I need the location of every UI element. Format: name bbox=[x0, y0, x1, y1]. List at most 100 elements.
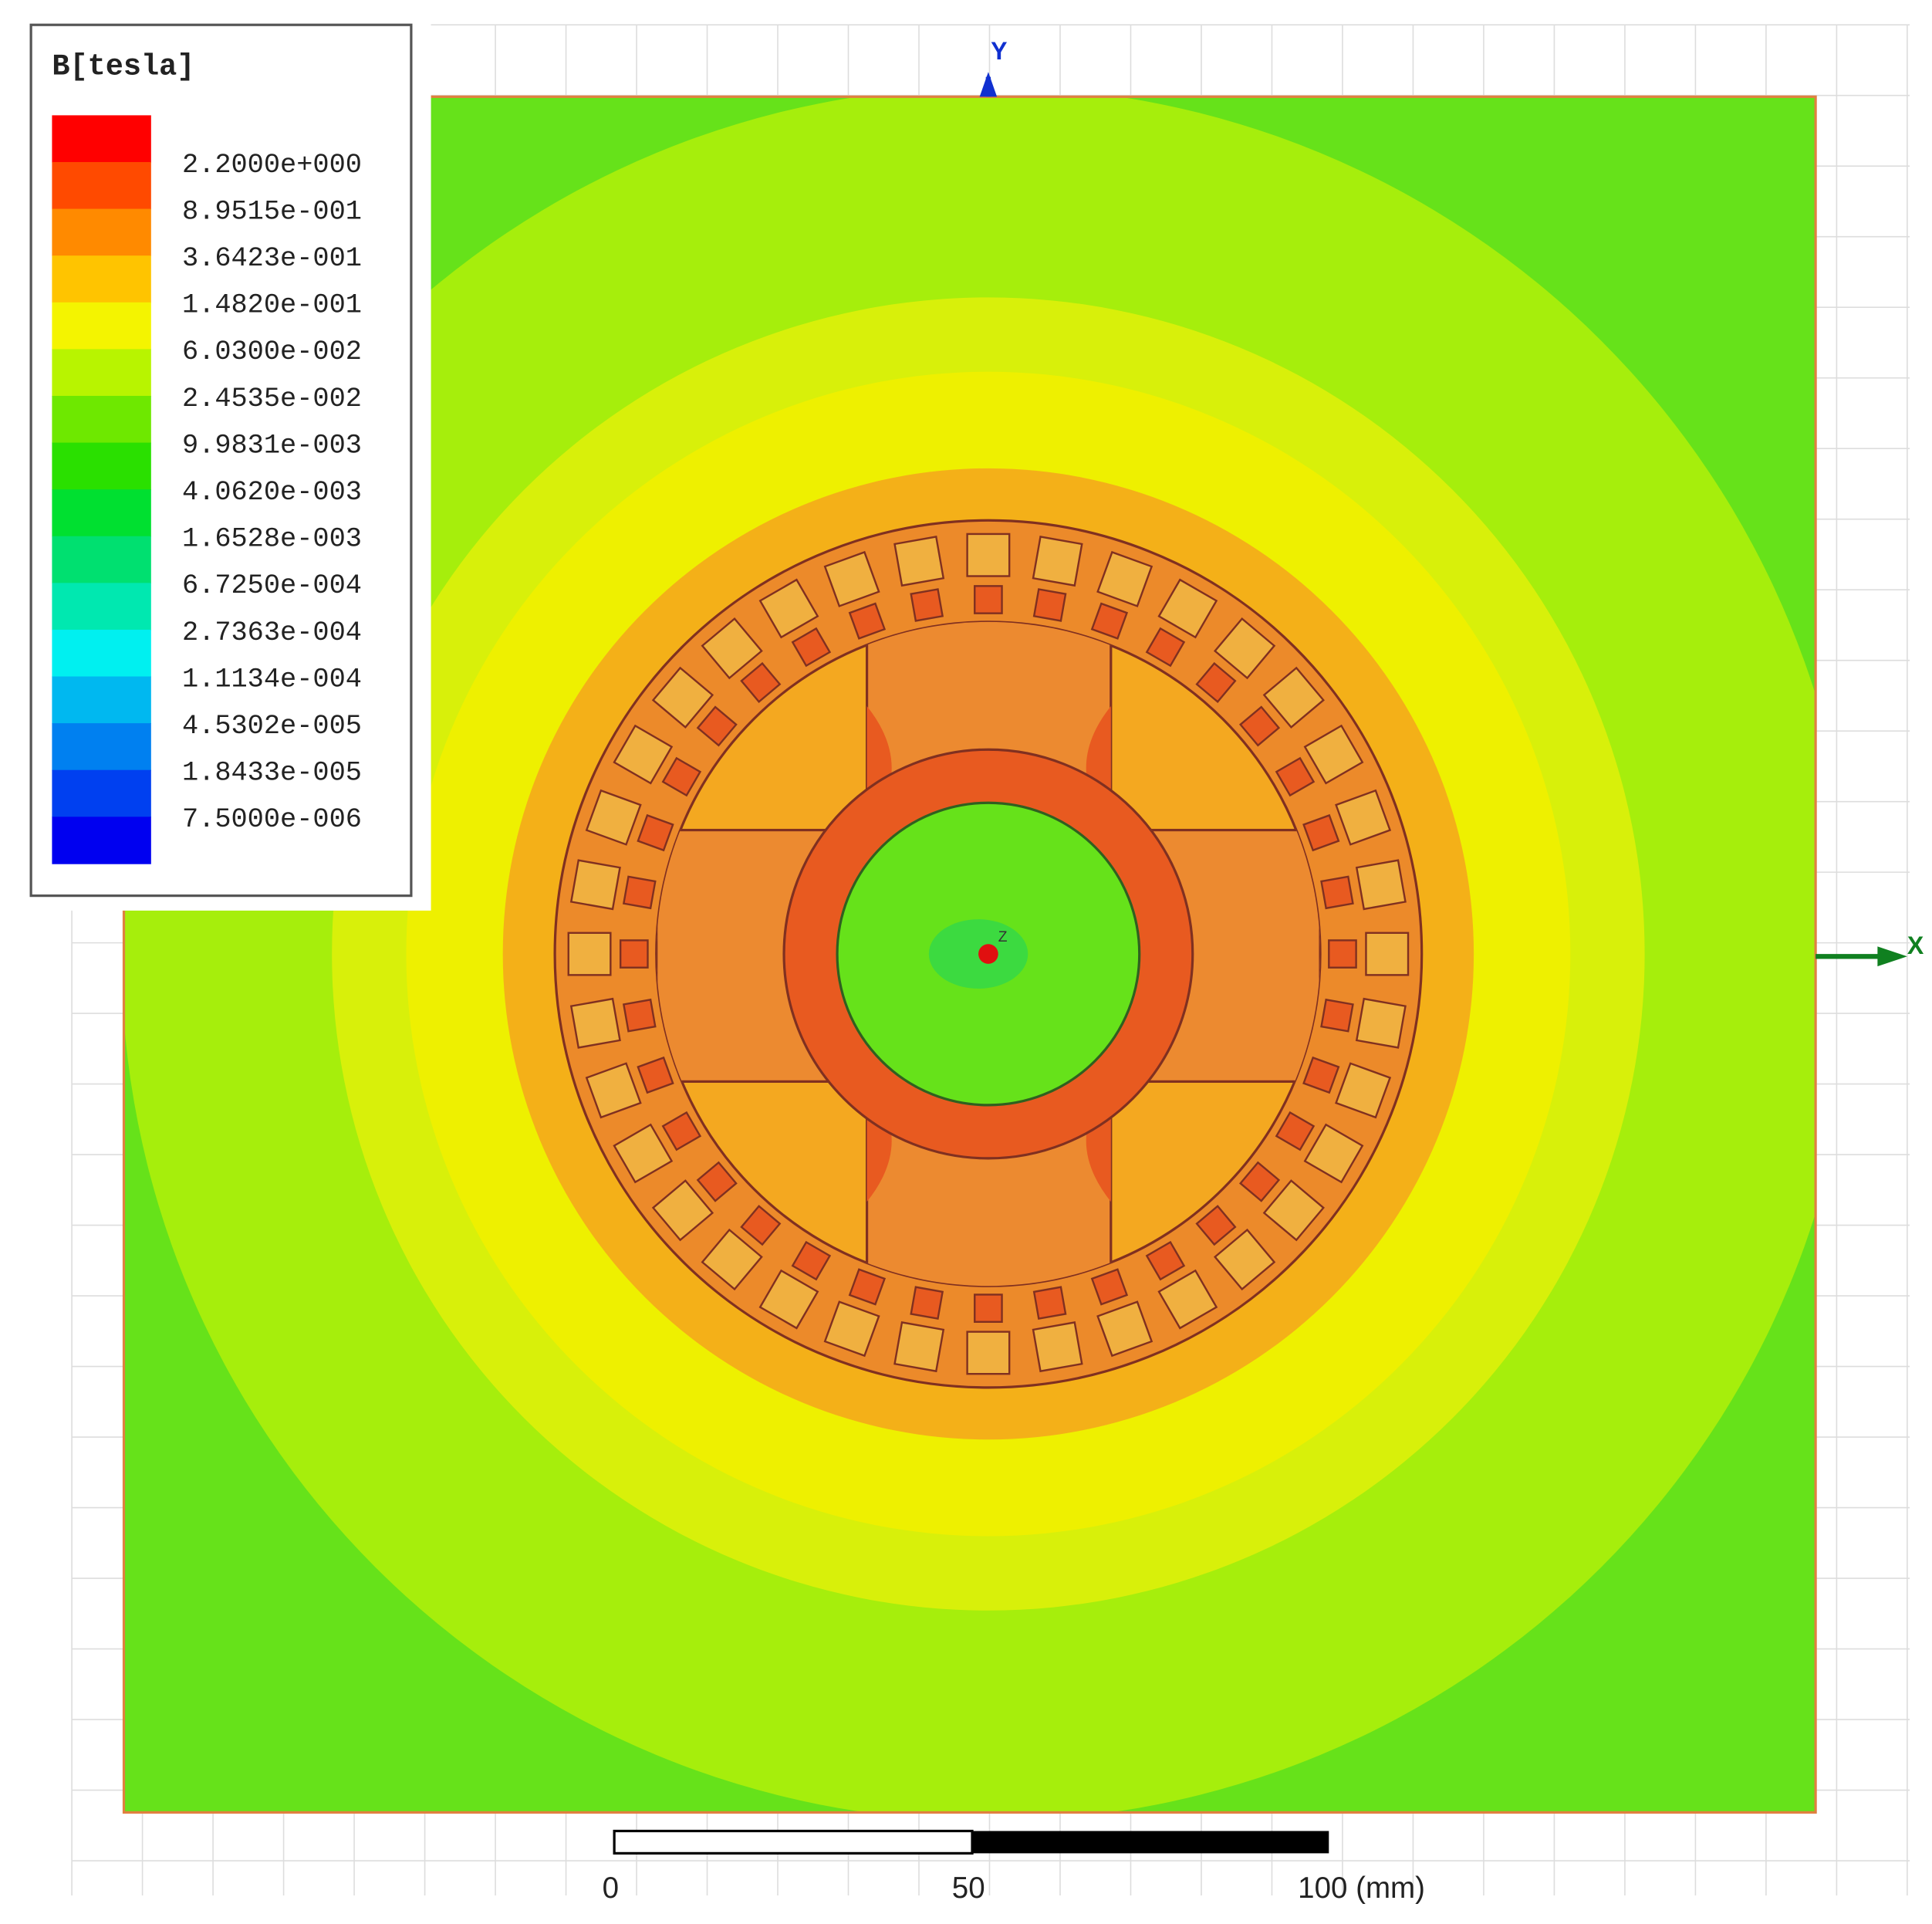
slot-inner bbox=[740, 661, 782, 703]
slot-inner bbox=[661, 756, 702, 797]
slot-outer bbox=[1355, 859, 1407, 911]
slot-inner bbox=[1195, 661, 1237, 703]
slot-outer bbox=[569, 859, 621, 911]
legend-swatch bbox=[52, 302, 151, 350]
legend-label: 8.9515e-001 bbox=[182, 196, 362, 227]
slot-inner bbox=[1145, 627, 1186, 668]
slot-outer bbox=[613, 724, 674, 785]
legend-label: 6.7250e-004 bbox=[182, 570, 362, 601]
legend-items: 2.2000e+000 8.9515e-001 3.6423e-001 1.4820e… bbox=[52, 115, 362, 864]
legend-label: 6.0300e-002 bbox=[182, 336, 362, 367]
slot-outer bbox=[893, 1321, 945, 1373]
slot-outer bbox=[966, 1331, 1011, 1375]
slot-inner bbox=[1320, 998, 1354, 1033]
slot-inner bbox=[1302, 813, 1340, 852]
y-axis-label: Y bbox=[991, 37, 1007, 65]
slot-inner bbox=[740, 1205, 782, 1246]
legend-swatch bbox=[52, 629, 151, 678]
slot-inner bbox=[1195, 1205, 1237, 1246]
legend-label: 1.8433e-005 bbox=[182, 758, 362, 789]
slot-outer bbox=[823, 550, 880, 607]
legend-title: B[tesla] bbox=[52, 49, 194, 83]
origin bbox=[978, 944, 998, 964]
slot-inner bbox=[696, 1161, 738, 1202]
slot-outer bbox=[1032, 1321, 1083, 1373]
legend-label: 9.9831e-003 bbox=[182, 430, 362, 461]
slot-inner bbox=[791, 627, 832, 668]
slot-outer bbox=[1032, 536, 1083, 587]
slot-inner bbox=[637, 813, 674, 852]
slot-outer bbox=[701, 617, 763, 680]
slot-inner bbox=[1238, 1161, 1281, 1202]
slot-outer bbox=[893, 536, 945, 587]
slot-outer bbox=[585, 789, 642, 846]
legend-swatch bbox=[52, 442, 151, 490]
slot-outer bbox=[823, 1300, 880, 1358]
slot-outer bbox=[1335, 1062, 1392, 1119]
z-axis-label: Z bbox=[998, 929, 1008, 945]
y-arrow-head bbox=[979, 72, 998, 97]
scale-label: 50 bbox=[952, 1872, 985, 1905]
stator-slots bbox=[567, 533, 1410, 1375]
slot-outer bbox=[1262, 1179, 1325, 1242]
slot-outer bbox=[569, 997, 621, 1049]
slot-outer bbox=[1096, 550, 1153, 607]
scale-bar: 0 50 100 (mm) bbox=[603, 1829, 1425, 1905]
legend-label: 4.0620e-003 bbox=[182, 477, 362, 508]
slot-outer bbox=[567, 932, 612, 976]
legend-swatch bbox=[52, 769, 151, 818]
legend-label: 2.2000e+000 bbox=[182, 150, 362, 181]
x-axis-label: X bbox=[1907, 932, 1924, 959]
scale-label: 0 bbox=[603, 1872, 619, 1905]
slot-outer bbox=[966, 533, 1011, 577]
slot-inner bbox=[622, 875, 657, 910]
legend-swatch bbox=[52, 395, 151, 444]
legend-label: 2.7363e-004 bbox=[182, 617, 362, 648]
slot-inner bbox=[1145, 1240, 1186, 1281]
x-arrow-head bbox=[1877, 946, 1907, 967]
slot-inner bbox=[661, 1111, 702, 1151]
slot-inner bbox=[1090, 602, 1129, 640]
legend-swatch bbox=[52, 115, 151, 163]
legend-label: 1.1134e-004 bbox=[182, 664, 362, 695]
slot-inner bbox=[1032, 588, 1067, 622]
slot-inner bbox=[1090, 1268, 1129, 1306]
scale-label: 100 (mm) bbox=[1298, 1872, 1425, 1905]
slot-outer bbox=[1213, 1228, 1276, 1291]
legend-swatch bbox=[52, 583, 151, 631]
slot-inner bbox=[848, 1268, 887, 1306]
slot-inner bbox=[619, 939, 649, 969]
slot-inner bbox=[696, 705, 738, 747]
slot-inner bbox=[1302, 1056, 1340, 1094]
slot-outer bbox=[758, 1269, 819, 1330]
slot-outer bbox=[1335, 789, 1392, 846]
legend-swatch bbox=[52, 349, 151, 397]
legend-swatch bbox=[52, 676, 151, 724]
slot-outer bbox=[1303, 724, 1364, 785]
slot-inner bbox=[974, 1293, 1003, 1323]
legend-label: 3.6423e-001 bbox=[182, 243, 362, 274]
slot-outer bbox=[585, 1062, 642, 1119]
scale-bar-black bbox=[972, 1831, 1329, 1854]
slot-outer bbox=[1303, 1123, 1364, 1184]
slot-inner bbox=[1320, 875, 1354, 910]
legend: B[tesla] 2.2000e+000 8.9515e-001 3.6423e-0… bbox=[0, 0, 431, 911]
slot-outer bbox=[1157, 578, 1218, 639]
legend-label: 2.4535e-002 bbox=[182, 384, 362, 414]
legend-swatch bbox=[52, 255, 151, 303]
legend-swatch bbox=[52, 536, 151, 584]
slot-outer bbox=[1355, 997, 1407, 1049]
slot-inner bbox=[848, 602, 887, 640]
slot-inner bbox=[910, 1286, 944, 1320]
slot-outer bbox=[613, 1123, 674, 1184]
slot-inner bbox=[974, 585, 1003, 614]
slot-inner bbox=[637, 1056, 674, 1094]
slot-outer bbox=[1365, 932, 1410, 976]
legend-swatch bbox=[52, 208, 151, 256]
legend-swatch bbox=[52, 161, 151, 210]
slot-outer bbox=[758, 578, 819, 639]
legend-label: 1.4820e-001 bbox=[182, 290, 362, 321]
slot-outer bbox=[1096, 1300, 1153, 1358]
